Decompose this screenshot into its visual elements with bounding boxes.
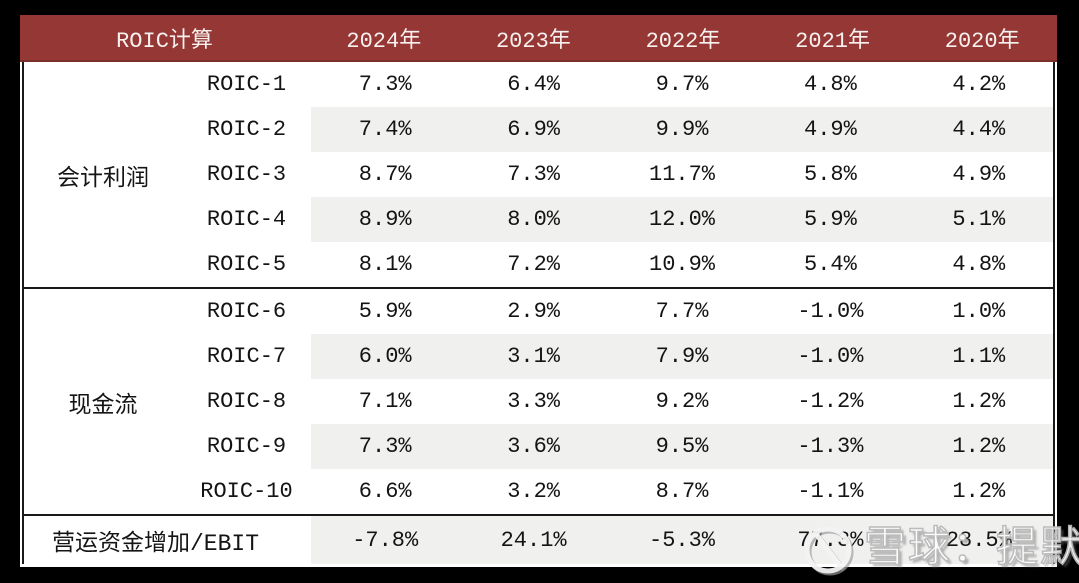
roic-label: ROIC-4 bbox=[206, 207, 287, 232]
header-cell-2024: 2024年 bbox=[346, 28, 422, 54]
table-row: ROIC-6 5.9% 2.9% 7.7% -1.0% 1.0% bbox=[182, 289, 1053, 334]
value-cell: 7.1% bbox=[358, 389, 412, 414]
table-row: ROIC-1 7.3% 6.4% 9.7% 4.8% 4.2% bbox=[182, 62, 1053, 107]
value-cell: -1.2% bbox=[797, 389, 864, 414]
value-cell: 6.4% bbox=[507, 72, 561, 97]
table-row: ROIC-4 8.9% 8.0% 12.0% 5.9% 5.1% bbox=[182, 197, 1054, 242]
value-cell: 10.9% bbox=[649, 252, 716, 277]
footer-cell: 24.1% bbox=[459, 516, 608, 564]
value-cell: 8.7% bbox=[655, 479, 709, 504]
roic-label: ROIC-6 bbox=[206, 299, 287, 324]
table-row: ROIC-10 6.6% 3.2% 8.7% -1.1% 1.2% bbox=[182, 469, 1053, 514]
value-cell: 5.9% bbox=[756, 197, 905, 242]
value-cell: 6.0% bbox=[311, 334, 460, 379]
group-label-cash-flow: 现金流 bbox=[68, 392, 138, 419]
footer-cell: -7.8% bbox=[311, 516, 460, 564]
table-row: ROIC-2 7.4% 6.9% 9.9% 4.9% 4.4% bbox=[182, 107, 1054, 152]
value-cell: 9.5% bbox=[607, 424, 757, 469]
roic-label: ROIC-10 bbox=[200, 479, 293, 504]
value-cell: 8.7% bbox=[358, 162, 412, 187]
value-cell: 5.4% bbox=[804, 252, 857, 277]
value-cell: 5.1% bbox=[904, 197, 1054, 242]
value-cell: 3.1% bbox=[459, 334, 608, 379]
value-cell: 7.4% bbox=[311, 107, 460, 152]
value-cell: -1.3% bbox=[756, 424, 905, 469]
header-cell-2021: 2021年 bbox=[795, 28, 870, 54]
group-rows-cash-flow: ROIC-6 5.9% 2.9% 7.7% -1.0% 1.0% ROIC-7 … bbox=[182, 289, 1054, 514]
value-cell: 9.9% bbox=[607, 107, 757, 152]
value-cell: 7.7% bbox=[655, 299, 709, 324]
value-cell: 1.2% bbox=[952, 389, 1006, 414]
roic-table: ROIC计算 2024年 2023年 2022年 2021年 2020年 会计利… bbox=[20, 15, 1057, 567]
roic-label: ROIC-2 bbox=[206, 117, 287, 142]
table-row: ROIC-5 8.1% 7.2% 10.9% 5.4% 4.8% bbox=[182, 242, 1053, 287]
value-cell: 8.1% bbox=[358, 252, 412, 277]
value-cell: 4.8% bbox=[804, 72, 857, 97]
value-cell: 4.4% bbox=[904, 107, 1054, 152]
value-cell: 4.8% bbox=[952, 252, 1006, 277]
table-body: 会计利润 ROIC-1 7.3% 6.4% 9.7% 4.8% 4.2% ROI… bbox=[22, 62, 1055, 564]
value-cell: 5.9% bbox=[358, 299, 412, 324]
roic-label: ROIC-9 bbox=[206, 434, 287, 459]
value-cell: 4.9% bbox=[756, 107, 905, 152]
roic-label: ROIC-7 bbox=[206, 344, 287, 369]
header-cell-2022: 2022年 bbox=[645, 28, 721, 54]
table-row: ROIC-8 7.1% 3.3% 9.2% -1.2% 1.2% bbox=[182, 379, 1053, 424]
value-cell: 8.9% bbox=[311, 197, 460, 242]
table-header-row: ROIC计算 2024年 2023年 2022年 2021年 2020年 bbox=[20, 15, 1057, 62]
value-cell: 9.7% bbox=[655, 72, 709, 97]
footer-cell: -5.3% bbox=[607, 516, 757, 564]
value-cell: 7.3% bbox=[507, 162, 561, 187]
footer-cell: 28.5% bbox=[904, 516, 1054, 564]
value-cell: 8.0% bbox=[459, 197, 608, 242]
value-cell: 5.8% bbox=[804, 162, 857, 187]
header-cell-2020: 2020年 bbox=[944, 28, 1020, 54]
header-cell-title: ROIC计算 bbox=[116, 28, 213, 54]
value-cell: 7.3% bbox=[311, 424, 460, 469]
value-cell: 4.9% bbox=[952, 162, 1006, 187]
roic-label: ROIC-3 bbox=[206, 162, 287, 187]
value-cell: 6.9% bbox=[459, 107, 608, 152]
footer-cell: 77.3% bbox=[756, 516, 905, 564]
group-label-accounting-profit: 会计利润 bbox=[57, 165, 149, 192]
value-cell: 3.3% bbox=[507, 389, 561, 414]
value-cell: 12.0% bbox=[607, 197, 757, 242]
table-row: ROIC-3 8.7% 7.3% 11.7% 5.8% 4.9% bbox=[182, 152, 1053, 197]
roic-label: ROIC-8 bbox=[206, 389, 287, 414]
value-cell: 7.3% bbox=[358, 72, 412, 97]
value-cell: 2.9% bbox=[507, 299, 561, 324]
row-group-accounting-profit: 会计利润 ROIC-1 7.3% 6.4% 9.7% 4.8% 4.2% ROI… bbox=[24, 62, 1054, 289]
value-cell: -1.1% bbox=[797, 479, 864, 504]
value-cell: -1.0% bbox=[756, 334, 905, 379]
value-cell: 1.2% bbox=[904, 424, 1054, 469]
value-cell: 3.6% bbox=[459, 424, 608, 469]
group-rows-accounting-profit: ROIC-1 7.3% 6.4% 9.7% 4.8% 4.2% ROIC-2 7… bbox=[182, 62, 1054, 287]
header-cell-2023: 2023年 bbox=[495, 28, 571, 54]
value-cell: 1.0% bbox=[952, 299, 1006, 324]
value-cell: -1.0% bbox=[797, 299, 864, 324]
value-cell: 7.2% bbox=[507, 252, 561, 277]
value-cell: 3.2% bbox=[507, 479, 561, 504]
value-cell: 1.2% bbox=[952, 479, 1006, 504]
value-cell: 11.7% bbox=[649, 162, 716, 187]
value-cell: 4.2% bbox=[952, 72, 1006, 97]
table-row: ROIC-7 6.0% 3.1% 7.9% -1.0% 1.1% bbox=[182, 334, 1054, 379]
footer-row: 营运资金增加/EBIT -7.8% 24.1% -5.3% 77.3% 28.5… bbox=[24, 516, 1054, 564]
roic-label: ROIC-1 bbox=[206, 72, 287, 97]
value-cell: 7.9% bbox=[607, 334, 757, 379]
footer-row-label: 营运资金增加/EBIT bbox=[24, 516, 311, 564]
row-group-cash-flow: 现金流 ROIC-6 5.9% 2.9% 7.7% -1.0% 1.0% ROI… bbox=[24, 289, 1054, 516]
value-cell: 1.1% bbox=[904, 334, 1054, 379]
value-cell: 6.6% bbox=[358, 479, 412, 504]
table-row: ROIC-9 7.3% 3.6% 9.5% -1.3% 1.2% bbox=[182, 424, 1054, 469]
roic-label: ROIC-5 bbox=[206, 252, 287, 277]
value-cell: 9.2% bbox=[655, 389, 709, 414]
